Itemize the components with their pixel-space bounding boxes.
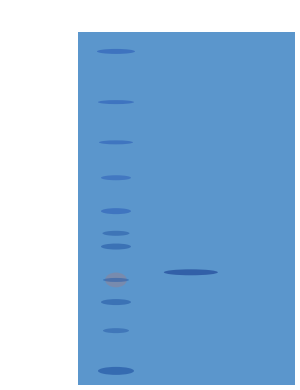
Text: 15: 15 <box>62 326 75 336</box>
Text: 10: 10 <box>62 366 75 376</box>
Text: 35: 35 <box>62 241 75 252</box>
Text: 70: 70 <box>62 173 75 183</box>
Text: 100: 100 <box>56 137 75 147</box>
Text: 150: 150 <box>55 97 75 107</box>
Text: 25: 25 <box>62 275 75 285</box>
Text: MW: MW <box>149 5 201 33</box>
Text: KDa: KDa <box>18 28 38 38</box>
Text: 40: 40 <box>62 228 75 238</box>
Text: 50: 50 <box>62 206 75 216</box>
Text: 20: 20 <box>62 297 75 307</box>
Text: 250: 250 <box>55 46 75 57</box>
